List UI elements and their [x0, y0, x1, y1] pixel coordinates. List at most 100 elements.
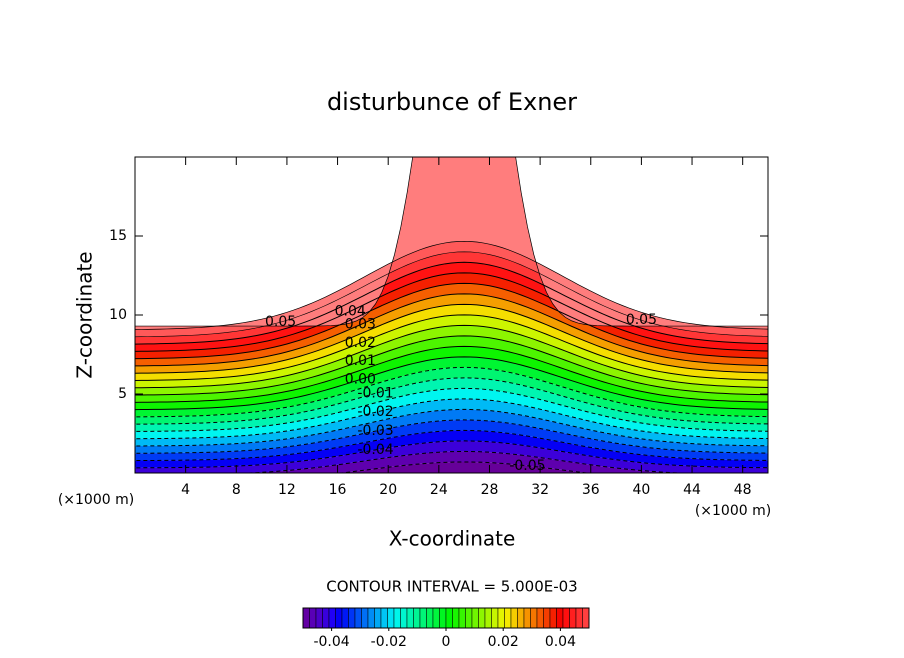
y-tick-label: 10: [109, 307, 127, 323]
contour-interval: CONTOUR INTERVAL = 5.000E-03: [326, 578, 577, 596]
x-tick-label: 44: [683, 482, 701, 498]
x-tick-label: 24: [430, 482, 448, 498]
colorbar-cell: [478, 607, 486, 629]
colorbar-cell: [523, 607, 531, 629]
colorbar-cell: [569, 607, 577, 629]
contour-line: [135, 157, 768, 327]
contour-band: [135, 314, 768, 388]
colorbar-cell: [504, 607, 512, 629]
colorbar-cell: [348, 607, 356, 629]
contour-band: [135, 335, 768, 403]
colorbar-cell: [400, 607, 408, 629]
contour-line: [135, 251, 768, 338]
contour-label: 0.03: [345, 317, 376, 333]
contour-line: [135, 345, 768, 403]
contour-line: [135, 429, 768, 462]
contour-band: [135, 367, 768, 425]
x-tick-label: 40: [632, 482, 650, 498]
colorbar-cell: [458, 607, 466, 629]
x-tick-label: 28: [481, 482, 499, 498]
colorbar-cell: [322, 607, 330, 629]
contour-band: [135, 157, 768, 330]
colorbar-cell: [491, 607, 499, 629]
colorbar-cell: [575, 607, 583, 629]
colorbar-tick-label: -0.04: [313, 634, 349, 650]
colorbar-cell: [465, 607, 473, 629]
contour-label: 0.01: [345, 353, 376, 369]
y-tick-label: 15: [109, 228, 127, 244]
colorbar-cell: [380, 607, 388, 629]
contour-line: [135, 303, 768, 374]
x-tick-label: 12: [278, 482, 296, 498]
contour-label: 0.05: [265, 314, 296, 330]
contour-line: [135, 272, 768, 352]
contour-line: [135, 314, 768, 381]
y-tick-label: 5: [118, 386, 127, 402]
contour-band: [249, 451, 679, 473]
contour-label: -0.03: [357, 423, 393, 439]
x-tick-label: 48: [734, 482, 752, 498]
colorbar-cell: [445, 607, 453, 629]
contour-band: [135, 346, 768, 410]
contour-line: [135, 282, 768, 360]
colorbar-cell: [341, 607, 349, 629]
contour-line: [135, 440, 768, 469]
contour-line: [135, 240, 768, 330]
x-tick-label: 32: [531, 482, 549, 498]
colorbar-cell: [387, 607, 395, 629]
contour-line: [238, 450, 691, 473]
colorbar-cell: [497, 607, 505, 629]
contour-band: [135, 304, 768, 381]
contour-band: [135, 440, 768, 473]
contour-band: [135, 398, 768, 447]
contour-line: [135, 324, 768, 389]
colorbar-cell: [354, 607, 362, 629]
colorbar-cell: [510, 607, 518, 629]
contour-band: [135, 293, 768, 374]
contour-line: [135, 419, 768, 454]
contour-line: [135, 261, 768, 345]
colorbar-cell: [419, 607, 427, 629]
colorbar-cell: [439, 607, 447, 629]
contour-band: [135, 272, 768, 359]
colorbar-cell: [530, 607, 538, 629]
x-axis-label: X-coordinate: [389, 527, 516, 551]
x-tick-label: 16: [329, 482, 347, 498]
chart-title: disturbunce of Exner: [327, 88, 577, 116]
contour-lines: [135, 157, 768, 473]
contour-band: [135, 262, 768, 352]
contour-band: [135, 325, 768, 396]
contour-label: 0.05: [626, 312, 657, 328]
colorbar-cell: [536, 607, 544, 629]
contour-line: [135, 356, 768, 411]
colorbar-cell: [484, 607, 492, 629]
colorbar-cell: [374, 607, 382, 629]
colorbar-cell: [315, 607, 323, 629]
colorbar-cell: [309, 607, 317, 629]
contour-label: 0.04: [335, 303, 366, 319]
contour-band: [135, 356, 768, 417]
colorbar-tick-label: 0.04: [545, 634, 576, 650]
colorbar-cell: [517, 607, 525, 629]
contour-line: [337, 461, 591, 473]
colorbar-cell: [335, 607, 343, 629]
colorbar-cell: [549, 607, 557, 629]
contour-band: [135, 409, 768, 454]
colorbar-cell: [328, 607, 336, 629]
contour-field: [135, 157, 768, 473]
contour-line: [135, 335, 768, 396]
colorbar-cell: [471, 607, 479, 629]
contour-label: -0.02: [357, 404, 393, 420]
colorbar-tick-label: -0.02: [371, 634, 407, 650]
contour-label: 0.00: [345, 371, 376, 387]
colorbar-cell: [556, 607, 564, 629]
colorbar-cell: [582, 607, 590, 629]
x-unit-label: (×1000 m): [695, 503, 771, 519]
x-tick-label: 20: [379, 482, 397, 498]
contour-label: -0.04: [357, 442, 393, 458]
colorbar-cell: [432, 607, 440, 629]
colorbar-tick-label: 0.02: [488, 634, 519, 650]
colorbar-cell: [302, 607, 310, 629]
colorbar-tick-label: 0: [442, 634, 451, 650]
